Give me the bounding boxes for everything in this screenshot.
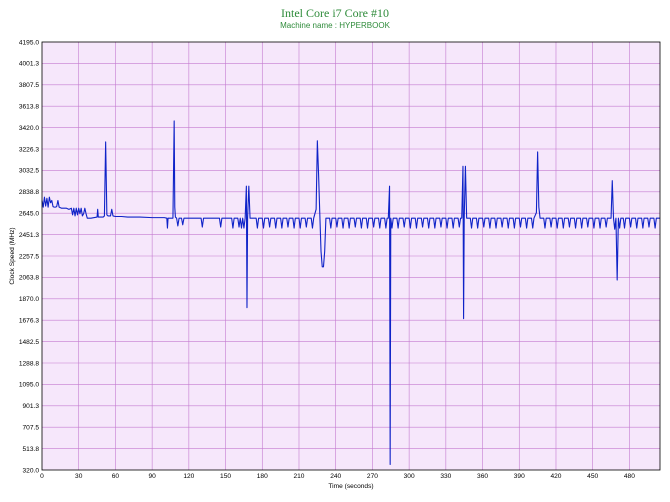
x-axis-label: Time (seconds) bbox=[328, 483, 373, 490]
y-tick-label: 707.5 bbox=[22, 425, 39, 432]
y-tick-label: 4195.0 bbox=[19, 39, 40, 46]
y-tick-label: 320.0 bbox=[22, 467, 39, 474]
x-tick-label: 0 bbox=[40, 473, 44, 480]
chart-subtitle: Machine name : HYPERBOOK bbox=[280, 21, 390, 30]
x-tick-label: 360 bbox=[477, 473, 488, 480]
x-tick-label: 30 bbox=[75, 473, 83, 480]
y-tick-label: 2838.8 bbox=[19, 189, 40, 196]
y-tick-label: 513.8 bbox=[22, 446, 39, 453]
y-tick-label: 3420.0 bbox=[19, 125, 40, 132]
y-tick-label: 3226.3 bbox=[19, 146, 40, 153]
x-tick-label: 390 bbox=[514, 473, 525, 480]
x-tick-label: 450 bbox=[587, 473, 598, 480]
plot-border bbox=[41, 41, 661, 471]
y-tick-label: 2257.5 bbox=[19, 253, 40, 260]
x-tick-label: 210 bbox=[293, 473, 304, 480]
y-tick-label: 2451.3 bbox=[19, 232, 40, 239]
y-tick-label: 1482.5 bbox=[19, 339, 40, 346]
series-group bbox=[41, 120, 660, 466]
x-tick-label: 420 bbox=[550, 473, 561, 480]
y-tick-label: 4001.3 bbox=[19, 61, 40, 68]
y-tick-label: 3032.5 bbox=[19, 168, 40, 175]
y-tick-label: 1676.3 bbox=[19, 317, 40, 324]
y-tick-label: 1870.0 bbox=[19, 296, 40, 303]
y-tick-label: 901.3 bbox=[22, 403, 39, 410]
y-tick-label: 2063.8 bbox=[19, 275, 40, 282]
x-tick-label: 270 bbox=[367, 473, 378, 480]
chart-title: Intel Core i7 Core #10 bbox=[281, 6, 389, 20]
x-tick-label: 180 bbox=[257, 473, 268, 480]
x-tick-label: 240 bbox=[330, 473, 341, 480]
y-axis-label: Clock Speed (MHz) bbox=[9, 227, 16, 284]
x-tick-labels: 0 30 60 90 120 150 180 210 240 270 300 330 360 390 420… bbox=[40, 473, 635, 480]
y-tick-label: 1288.8 bbox=[19, 360, 40, 367]
y-tick-labels: 4195.0 4001.3 3807.5 3613.8 3420.0 3226.3 3032… bbox=[19, 39, 40, 474]
x-tick-label: 120 bbox=[183, 473, 194, 480]
y-tick-label: 2645.0 bbox=[19, 211, 40, 218]
y-tick-label: 1095.0 bbox=[19, 382, 40, 389]
x-tick-label: 300 bbox=[404, 473, 415, 480]
y-tick-label: 3613.8 bbox=[19, 103, 40, 110]
x-tick-label: 480 bbox=[624, 473, 635, 480]
x-tick-label: 60 bbox=[112, 473, 120, 480]
clock-speed-series-line bbox=[41, 120, 660, 466]
y-tick-label: 3807.5 bbox=[19, 82, 40, 89]
grid-lines bbox=[42, 42, 660, 470]
x-tick-label: 150 bbox=[220, 473, 231, 480]
x-tick-label: 90 bbox=[148, 473, 156, 480]
x-tick-label: 330 bbox=[440, 473, 451, 480]
